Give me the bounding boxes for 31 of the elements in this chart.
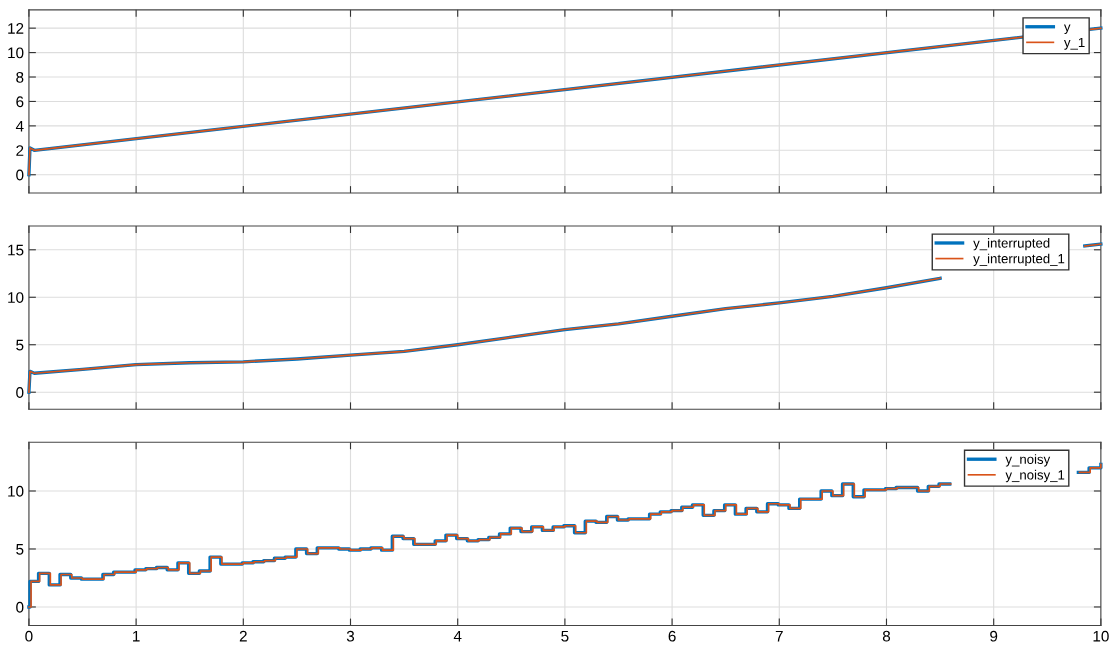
y-tick-label: 2 [16,145,24,156]
y-tick-label: 0 [16,601,24,613]
x-tick-label: 9 [990,630,998,642]
legend-label: y_1 [1063,37,1085,50]
legend-label: y_noisy_1 [1005,469,1065,483]
x-tick-label: 10 [1093,630,1109,642]
y-tick-label: 15 [8,244,24,256]
y-tick-label: 5 [16,544,24,555]
y-tick-label: 0 [16,387,24,398]
x-tick-label: 0 [25,630,33,642]
y-tick-label: 5 [16,339,24,351]
y-tick-label: 10 [8,47,24,59]
y-tick-label: 4 [15,120,24,132]
legend-label: y_noisy [1005,454,1051,467]
x-tick-label: 1 [133,630,140,642]
y-tick-label: 10 [8,292,24,303]
x-tick-label: 2 [239,630,247,642]
y-tick-label: 8 [16,71,24,83]
legend-label: y_interrupted_1 [973,253,1065,266]
x-tick-label: 3 [346,630,355,642]
x-tick-label: 7 [775,630,783,642]
y-tick-label: 10 [8,485,24,497]
legend-label: y_interrupted [973,238,1050,251]
x-tick-label: 5 [561,630,569,642]
y-tick-label: 12 [8,23,24,34]
x-tick-label: 8 [882,630,891,642]
y-tick-label: 0 [16,169,24,181]
x-tick-label: 6 [668,630,676,642]
x-tick-label: 4 [453,630,462,642]
y-tick-label: 6 [16,96,24,108]
legend-label: y [1063,24,1071,35]
